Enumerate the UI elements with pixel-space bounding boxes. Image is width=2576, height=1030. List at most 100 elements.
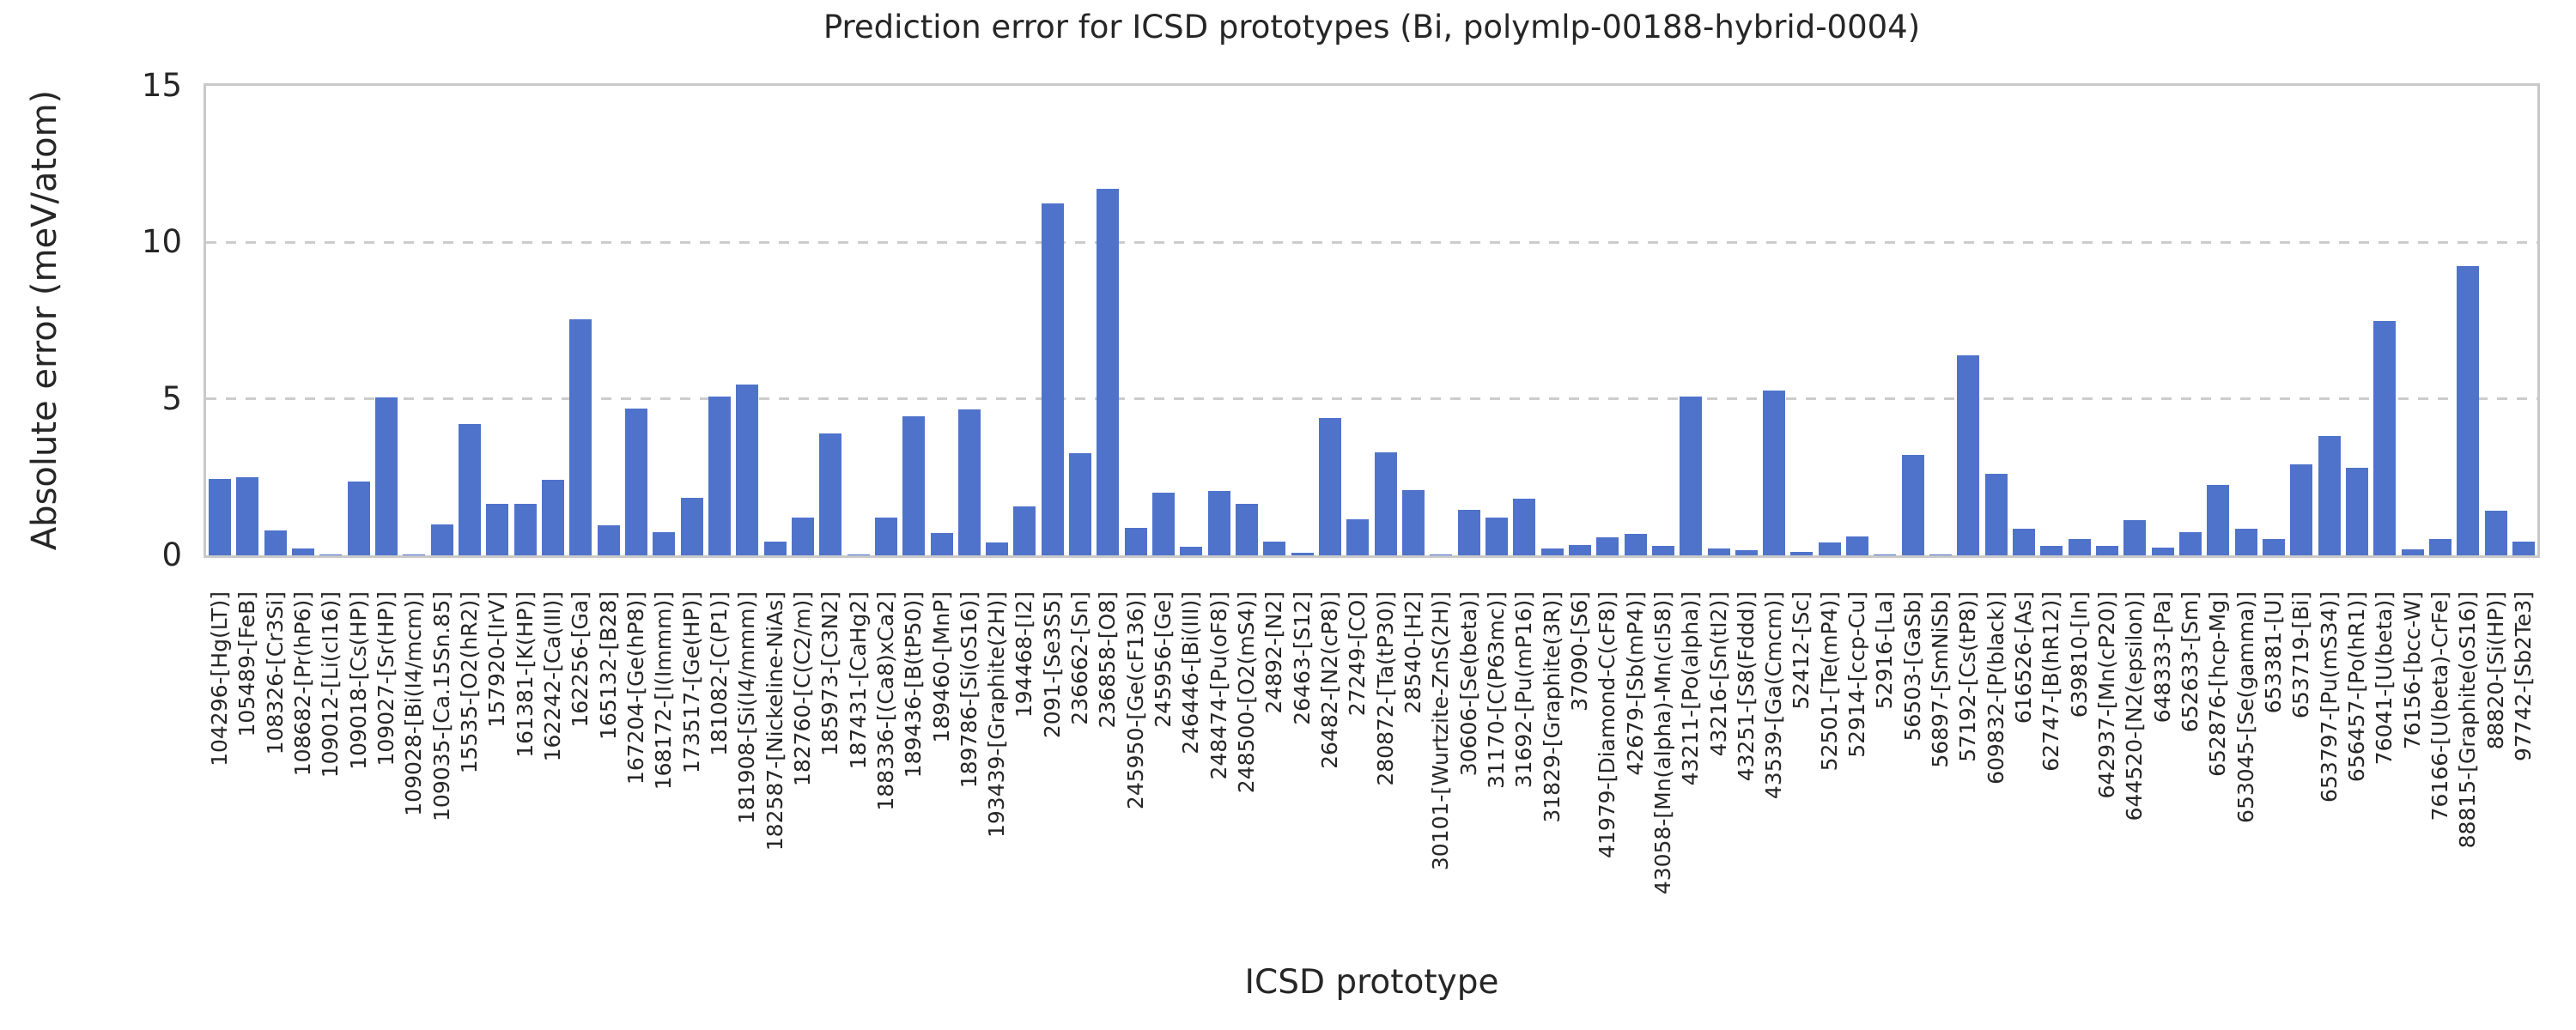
x-tick-label: 652876-[hcp-Mg] <box>2205 591 2231 777</box>
bar <box>763 542 787 555</box>
y-tick-label: 5 <box>161 379 182 417</box>
bar <box>1846 536 1869 555</box>
bar <box>736 385 759 555</box>
bar <box>236 476 259 555</box>
x-tick-label: 30606-[Se(beta)] <box>1455 591 1481 777</box>
bar <box>2013 529 2036 555</box>
bar <box>209 478 232 555</box>
bar <box>319 554 343 555</box>
bar <box>1401 490 1425 555</box>
bar <box>1485 517 1508 555</box>
bar <box>1513 499 1536 555</box>
bar <box>1346 519 1370 555</box>
bar <box>1457 510 1480 555</box>
bar <box>1763 391 1786 555</box>
bar <box>2401 549 2424 555</box>
x-tick-label: 639810-[In] <box>2066 591 2092 718</box>
x-tick-label: 236858-[O8] <box>1095 591 1121 729</box>
y-tick-label: 10 <box>141 223 182 261</box>
x-tick-label: 28540-[H2] <box>1400 591 1425 714</box>
bar <box>1430 554 1453 555</box>
y-axis-title: Absolute error (meV/atom) <box>25 89 65 551</box>
x-tick-label: 193439-[Graphite(2H)] <box>984 591 1010 838</box>
x-tick-label: 76156-[bcc-W] <box>2399 591 2425 750</box>
bar <box>2123 520 2147 555</box>
bar <box>1818 542 1841 555</box>
bar <box>2151 547 2174 555</box>
bar <box>486 503 509 555</box>
x-tick-label: 43211-[Po(alpha)] <box>1678 591 1704 786</box>
bar <box>1263 541 1286 555</box>
bar <box>2373 320 2397 555</box>
bar <box>1374 451 1397 555</box>
x-tick-label: 245956-[Ge] <box>1151 591 1176 728</box>
bar <box>2318 435 2341 555</box>
x-tick-label: 194468-[I2] <box>1012 591 1037 718</box>
bar <box>2178 532 2202 555</box>
x-tick-label: 31692-[Pu(mP16)] <box>1511 591 1537 789</box>
x-tick-label: 168172-[I(Immm)] <box>651 591 677 791</box>
bar <box>1236 503 1259 555</box>
x-tick-label: 15535-[O2(hR2)] <box>457 591 483 774</box>
x-tick-label: 26482-[N2(cP8)] <box>1317 591 1343 769</box>
bar <box>1319 417 1342 555</box>
x-tick-label: 105489-[FeB] <box>234 591 260 737</box>
x-tick-label: 109035-[Ca.15Sn.85] <box>428 591 454 821</box>
x-tick-label: 88815-[Graphite(oS16)] <box>2455 591 2481 849</box>
x-tick-label: 182587-[Nickeline-NiAs] <box>762 591 787 851</box>
x-tick-label: 188336-[(Ca8)xCa2] <box>872 591 898 811</box>
x-tick-label: 656457-[Po(hR1)] <box>2343 591 2369 783</box>
bar <box>2428 539 2451 555</box>
bar <box>1707 548 1730 555</box>
x-tick-label: 187431-[CaHg2] <box>845 591 871 770</box>
x-tick-label: 653797-[Pu(mS34)] <box>2316 591 2342 803</box>
x-tick-label: 653045-[Se(gamma)] <box>2233 591 2258 823</box>
x-tick-label: 76166-[U(beta)-CrFe] <box>2427 591 2452 821</box>
x-tick-label: 104296-[Hg(LT)] <box>207 591 233 766</box>
bar <box>292 548 315 555</box>
x-tick-label: 37090-[S6] <box>1566 591 1592 712</box>
bar <box>2096 546 2119 555</box>
x-tick-label: 108682-[Pr(hP6)] <box>290 591 316 777</box>
x-tick-label: 43539-[Ga(Cmcm)] <box>1761 591 1787 800</box>
bar <box>2457 265 2480 555</box>
x-tick-label: 648333-[Pa] <box>2149 591 2175 724</box>
x-tick-label: 245950-[Ge(cF136)] <box>1122 591 1148 810</box>
bar <box>403 554 426 555</box>
bar <box>569 318 592 555</box>
x-tick-label: 167204-[Ge(hP8)] <box>623 591 648 785</box>
x-tick-label: 2091-[Se3S5] <box>1039 591 1065 739</box>
x-tick-label: 189460-[MnP] <box>928 591 954 743</box>
bar <box>874 518 897 555</box>
bar <box>819 433 842 555</box>
x-tick-label: 165132-[B28] <box>595 591 621 740</box>
x-tick-label: 97742-[Sb2Te3] <box>2510 591 2536 762</box>
bar <box>847 554 870 555</box>
x-tick-label: 52412-[Sc] <box>1789 591 1814 710</box>
x-tick-label: 42679-[Sb(mP4)] <box>1622 591 1648 776</box>
x-tick-label: 173517-[Ge(HP)] <box>678 591 704 774</box>
x-tick-label: 616526-[As] <box>2011 591 2037 724</box>
bar <box>1596 536 1619 555</box>
x-tick-label: 88820-[Si(HP)] <box>2482 591 2508 750</box>
x-tick-label: 162242-[Ca(III)] <box>540 591 566 762</box>
y-tick-label: 15 <box>141 67 182 104</box>
x-tick-label: 248474-[Pu(oF8)] <box>1206 591 1231 780</box>
x-tick-label: 52501-[Te(mP4)] <box>1816 591 1842 772</box>
bar <box>902 415 926 555</box>
bar <box>459 423 482 555</box>
bar <box>680 498 703 555</box>
bar <box>1291 553 1314 555</box>
x-tick-label: 642937-[Mn(cP20)] <box>2094 591 2120 799</box>
bar <box>1568 544 1591 555</box>
x-tick-label: 246446-[Bi(III)] <box>1178 591 1204 754</box>
x-tick-label: 43216-[Sn(tI2)] <box>1705 591 1731 757</box>
x-tick-label: 644520-[N2(epsilon)] <box>2122 591 2148 821</box>
bar <box>2484 510 2507 555</box>
y-tick-label: 0 <box>161 536 182 573</box>
bar <box>930 533 953 555</box>
bar <box>2234 529 2257 555</box>
bar <box>708 397 731 555</box>
bar <box>653 532 676 555</box>
